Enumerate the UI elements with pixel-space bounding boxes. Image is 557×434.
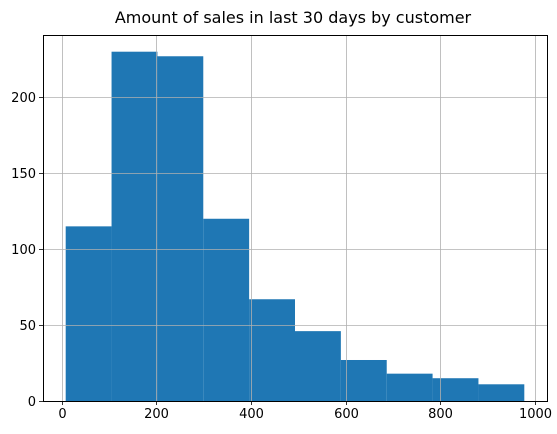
histogram-bar <box>157 56 204 401</box>
histogram-bar <box>111 51 158 402</box>
x-tick-label: 1000 <box>519 407 552 422</box>
y-axis-ticks: 0 50 100 150 200 <box>11 91 43 410</box>
histogram-bar <box>65 226 112 401</box>
histogram-bar <box>478 384 525 401</box>
histogram-bar <box>249 299 295 401</box>
x-tick-label: 800 <box>428 407 453 422</box>
x-tick-label: 600 <box>334 407 359 422</box>
plot-frame <box>43 35 548 402</box>
histogram-bar <box>432 378 479 401</box>
histogram-bars <box>65 51 525 402</box>
y-tick-label: 0 <box>28 395 36 410</box>
chart-title: Amount of sales in last 30 days by custo… <box>115 8 472 27</box>
x-tick-label: 0 <box>58 407 66 422</box>
x-tick-label: 400 <box>239 407 264 422</box>
x-tick-label: 200 <box>144 407 169 422</box>
histogram-bar <box>340 359 387 401</box>
y-tick-label: 200 <box>11 91 36 106</box>
x-axis-ticks: 0 200 400 600 800 1000 <box>58 401 552 422</box>
histogram-bar <box>295 331 341 401</box>
histogram-bar <box>386 373 433 401</box>
y-tick-label: 50 <box>19 319 36 334</box>
histogram-bar <box>203 218 250 401</box>
y-tick-label: 100 <box>11 243 36 258</box>
y-tick-label: 150 <box>11 167 36 182</box>
